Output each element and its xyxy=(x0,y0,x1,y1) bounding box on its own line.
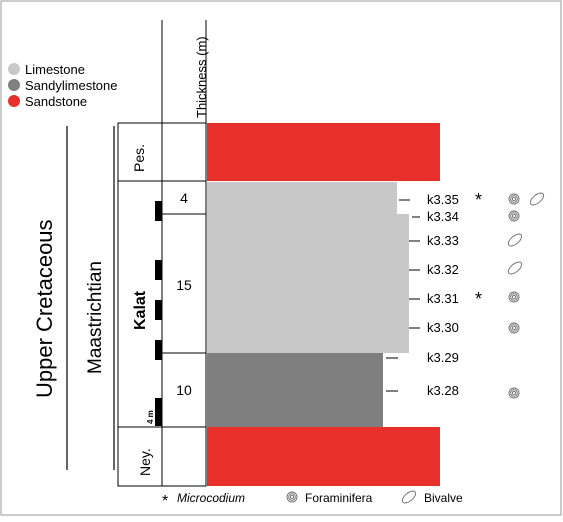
shell-outline-icon xyxy=(507,233,523,247)
legend-swatch-limestone xyxy=(8,63,20,75)
thickness-column-frame xyxy=(161,122,207,487)
formation-label-pes: Pes. xyxy=(131,144,147,172)
formation-label-kalat: Kalat xyxy=(132,290,149,330)
shell-outline-icon xyxy=(401,490,417,504)
sample-label: k3.34 xyxy=(427,209,459,224)
thickness-column: 4 15 10 xyxy=(161,122,207,487)
formation-label-ney: Ney. xyxy=(137,448,153,476)
shell-outline-icon xyxy=(529,192,545,206)
scale-bar-segment xyxy=(155,201,162,221)
sample-label: k3.31 xyxy=(427,291,459,306)
spiral-icon xyxy=(508,193,520,205)
legend: Limestone Sandylimestone Sandstone xyxy=(8,62,118,109)
fossil-legend: * Microcodium Foraminifera Bivalve xyxy=(162,490,463,510)
legend-label-sandstone: Sandstone xyxy=(25,94,87,109)
formation-cell-kalat xyxy=(117,180,163,428)
thickness-value: 15 xyxy=(176,277,192,293)
fossil-legend-microcodium: Microcodium xyxy=(177,491,245,505)
fossil-legend-bivalve: Bivalve xyxy=(424,491,463,505)
lithology-bed-sandstone xyxy=(207,123,440,181)
sample-label: k3.30 xyxy=(427,320,459,335)
sample-label: k3.33 xyxy=(427,233,459,248)
spiral-icon xyxy=(508,387,520,399)
thickness-value: 4 xyxy=(180,190,188,206)
lithology-bed-sandylimestone xyxy=(207,353,383,427)
spiral-icon xyxy=(286,491,298,503)
spiral-icon xyxy=(508,210,520,222)
system-label: Upper Cretaceous xyxy=(32,219,57,398)
scale-bar-label: 4 m xyxy=(146,410,155,424)
sample-label: k3.32 xyxy=(427,262,459,277)
legend-label-sandylimestone: Sandylimestone xyxy=(25,78,118,93)
scale-bar-segment xyxy=(155,340,162,360)
scale-bar-segment xyxy=(155,398,162,426)
thickness-column-header: Thickness (m) xyxy=(194,36,209,118)
sample-label: k3.28 xyxy=(427,383,459,398)
sample-label: k3.29 xyxy=(427,350,459,365)
lithology-bed-limestone xyxy=(207,214,409,353)
asterisk-icon: * xyxy=(475,190,482,210)
thickness-value: 10 xyxy=(176,382,192,398)
asterisk-icon: * xyxy=(162,493,168,510)
legend-swatch-sandylimestone xyxy=(8,79,20,91)
stage-label: Maastrichtian xyxy=(85,261,106,374)
legend-label-limestone: Limestone xyxy=(25,62,85,77)
shell-outline-icon xyxy=(507,261,523,275)
lithology-bed-limestone xyxy=(207,182,397,214)
legend-swatch-sandstone xyxy=(8,95,20,107)
spiral-icon xyxy=(508,322,520,334)
lithology-column xyxy=(207,123,440,486)
fossil-legend-foraminifera: Foraminifera xyxy=(305,491,373,505)
lithology-bed-sandstone xyxy=(207,427,440,486)
sample-list: k3.35 k3.34 k3.33 k3.32 k3.31 k3.30 k3.2… xyxy=(386,192,459,398)
formation-column: Pes. Kalat Ney. 4 m xyxy=(117,122,163,487)
asterisk-icon: * xyxy=(475,289,482,309)
scale-bar-segment xyxy=(155,260,162,280)
spiral-icon xyxy=(508,291,520,303)
sample-label: k3.35 xyxy=(427,192,459,207)
scale-bar-segment xyxy=(155,300,162,320)
